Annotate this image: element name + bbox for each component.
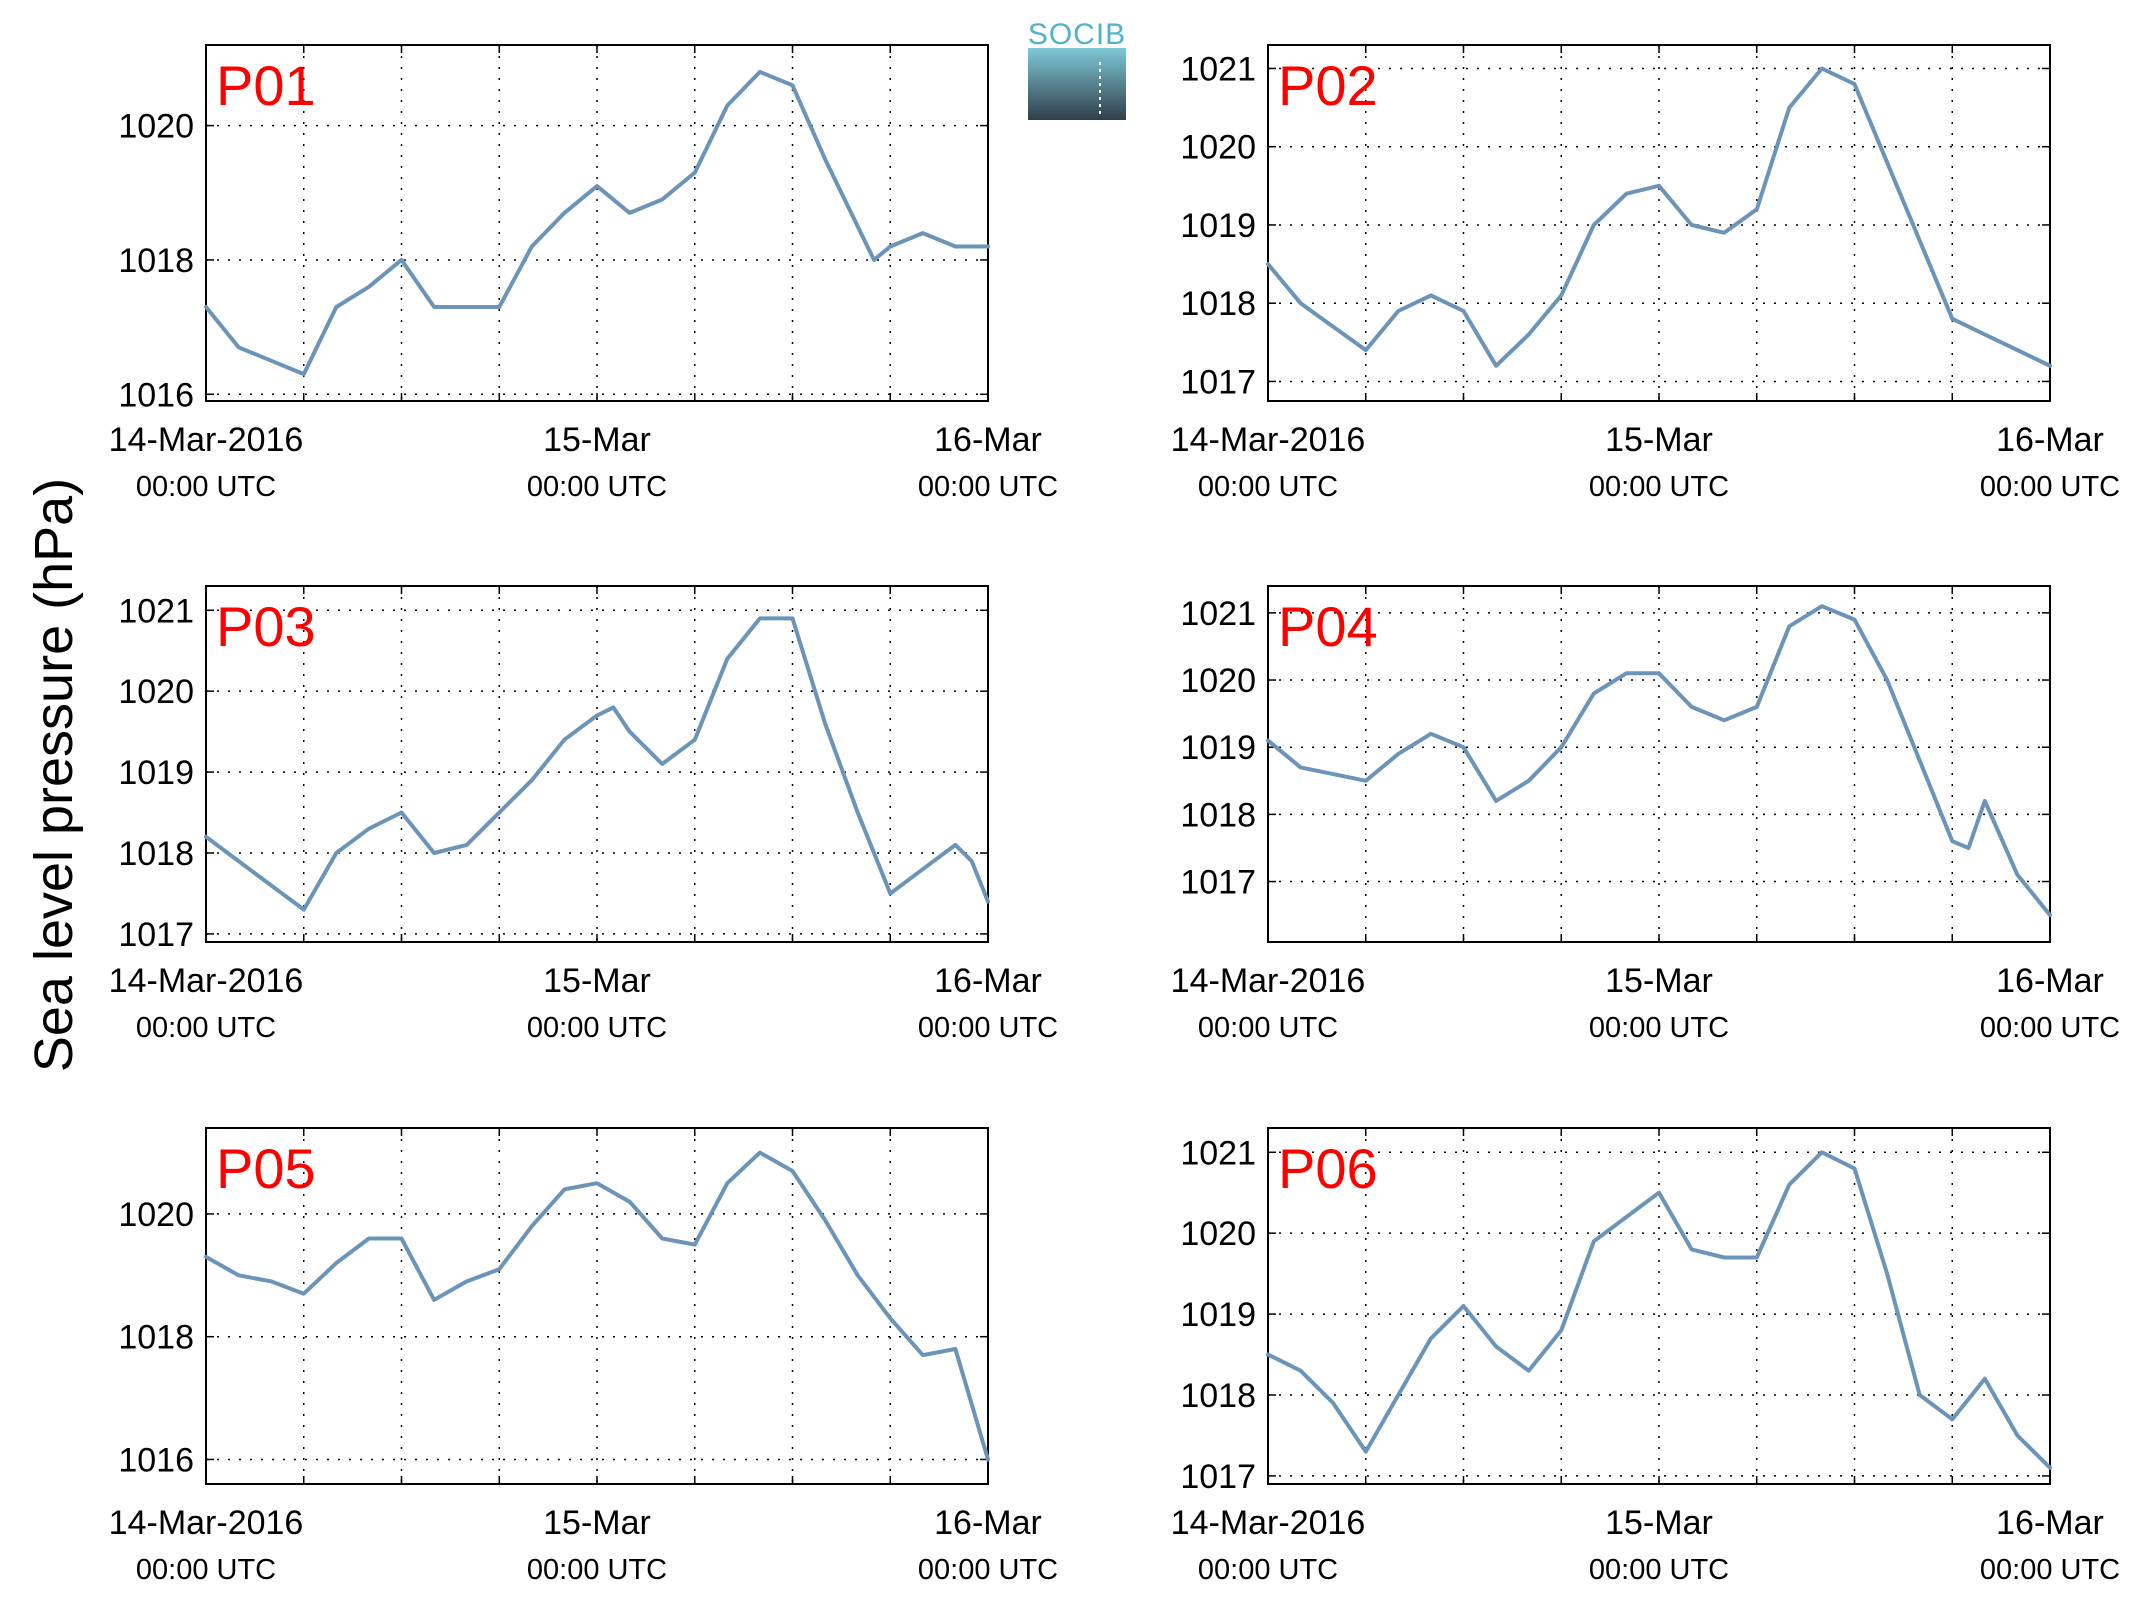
panel-label: P01	[216, 54, 316, 117]
series-line	[204, 1150, 990, 1462]
axes-box	[205, 1127, 989, 1485]
x-tick-label-time: 00:00 UTC	[527, 1012, 667, 1044]
chart-panel-p03: 1017 1018 1019 1020 1021 14-Mar-2016 00:00 UTC…	[109, 585, 1058, 1044]
chart-panel-p01: 1016 1018 1020 14-Mar-2016 00:00 UTC 15-Mar 00…	[109, 44, 1058, 503]
panel-label: P04	[1278, 595, 1378, 658]
series-line	[1266, 66, 2052, 368]
series-line	[1266, 1150, 2052, 1470]
x-tick-label-date: 16-Mar	[934, 421, 1042, 459]
x-tick-label-time: 00:00 UTC	[1980, 1012, 2120, 1044]
x-tick-label-date: 15-Mar	[543, 1504, 651, 1542]
y-tick-label: 1019	[118, 754, 194, 792]
y-tick-label: 1021	[1180, 595, 1256, 633]
y-tick-label: 1018	[1180, 1377, 1256, 1415]
x-tick-label-date: 16-Mar	[1996, 1504, 2104, 1542]
y-tick-label: 1018	[118, 1319, 194, 1357]
axes-box	[1267, 1127, 2051, 1485]
y-tick-label: 1017	[1180, 1458, 1256, 1496]
series-line	[1266, 604, 2052, 918]
x-tick-label-date: 16-Mar	[934, 1504, 1042, 1542]
y-tick-label: 1018	[118, 242, 194, 280]
y-tick-label: 1018	[1180, 285, 1256, 323]
y-tick-label: 1016	[118, 376, 194, 414]
x-tick-label-time: 00:00 UTC	[1980, 1554, 2120, 1586]
x-tick-label-time: 00:00 UTC	[1198, 1554, 1338, 1586]
x-tick-label-time: 00:00 UTC	[918, 1554, 1058, 1586]
x-tick-label-date: 14-Mar-2016	[109, 962, 304, 1000]
axes-box	[1267, 585, 2051, 943]
panel-label: P05	[216, 1137, 316, 1200]
x-tick-label-date: 14-Mar-2016	[1171, 962, 1366, 1000]
x-tick-label-date: 15-Mar	[1605, 1504, 1713, 1542]
y-tick-label: 1019	[1180, 207, 1256, 245]
y-tick-label: 1021	[1180, 50, 1256, 88]
logo-text: SOCIB	[1028, 18, 1126, 51]
x-tick-label-time: 00:00 UTC	[136, 471, 276, 503]
x-tick-label-time: 00:00 UTC	[918, 471, 1058, 503]
x-tick-label-time: 00:00 UTC	[1589, 471, 1729, 503]
y-tick-label: 1016	[118, 1441, 194, 1479]
y-tick-label: 1020	[118, 108, 194, 146]
x-tick-label-time: 00:00 UTC	[136, 1554, 276, 1586]
x-tick-label-time: 00:00 UTC	[1198, 1012, 1338, 1044]
axes-box	[205, 44, 989, 402]
x-tick-label-date: 15-Mar	[543, 962, 651, 1000]
x-tick-label-date: 15-Mar	[543, 421, 651, 459]
x-tick-label-time: 00:00 UTC	[136, 1012, 276, 1044]
y-tick-label: 1017	[118, 916, 194, 954]
y-tick-label: 1020	[1180, 129, 1256, 167]
x-tick-label-date: 16-Mar	[1996, 421, 2104, 459]
axes-box	[1267, 44, 2051, 402]
panel-label: P03	[216, 595, 316, 658]
x-tick-label-time: 00:00 UTC	[1198, 471, 1338, 503]
y-tick-label: 1017	[1180, 363, 1256, 401]
panel-label: P02	[1278, 54, 1378, 117]
x-tick-label-date: 14-Mar-2016	[1171, 421, 1366, 459]
y-axis-label: Sea level pressure (hPa)	[24, 478, 84, 1072]
x-tick-label-time: 00:00 UTC	[918, 1012, 1058, 1044]
y-tick-label: 1018	[1180, 796, 1256, 834]
x-tick-label-time: 00:00 UTC	[527, 1554, 667, 1586]
panel-label: P06	[1278, 1137, 1378, 1200]
y-tick-label: 1020	[118, 673, 194, 711]
logo-mark	[1028, 48, 1126, 120]
series-line	[204, 69, 990, 377]
y-tick-label: 1020	[118, 1196, 194, 1234]
x-tick-label-time: 00:00 UTC	[527, 471, 667, 503]
y-tick-label: 1020	[1180, 1215, 1256, 1253]
y-tick-label: 1020	[1180, 662, 1256, 700]
chart-panel-p06: 1017 1018 1019 1020 1021 14-Mar-2016 00:00 UTC…	[1171, 1127, 2120, 1586]
chart-panel-p05: 1016 1018 1020 14-Mar-2016 00:00 UTC 15-Mar 00…	[109, 1127, 1058, 1586]
chart-panel-p02: 1017 1018 1019 1020 1021 14-Mar-2016 00:00 UTC…	[1171, 44, 2120, 503]
socib-logo: SOCIB	[1028, 18, 1126, 120]
x-tick-label-time: 00:00 UTC	[1589, 1554, 1729, 1586]
x-tick-label-time: 00:00 UTC	[1980, 471, 2120, 503]
x-tick-label-date: 15-Mar	[1605, 421, 1713, 459]
x-tick-label-time: 00:00 UTC	[1589, 1012, 1729, 1044]
x-tick-label-date: 16-Mar	[1996, 962, 2104, 1000]
x-tick-label-date: 14-Mar-2016	[109, 1504, 304, 1542]
y-tick-label: 1017	[1180, 864, 1256, 902]
series-line	[204, 616, 990, 912]
x-tick-label-date: 15-Mar	[1605, 962, 1713, 1000]
axes-box	[205, 585, 989, 943]
x-tick-label-date: 16-Mar	[934, 962, 1042, 1000]
y-tick-label: 1021	[1180, 1134, 1256, 1172]
y-tick-label: 1019	[1180, 1296, 1256, 1334]
y-tick-label: 1018	[118, 835, 194, 873]
chart-panel-p04: 1017 1018 1019 1020 1021 14-Mar-2016 00:00 UTC…	[1171, 585, 2120, 1044]
y-tick-label: 1019	[1180, 729, 1256, 767]
x-tick-label-date: 14-Mar-2016	[1171, 1504, 1366, 1542]
y-tick-label: 1021	[118, 592, 194, 630]
x-tick-label-date: 14-Mar-2016	[109, 421, 304, 459]
